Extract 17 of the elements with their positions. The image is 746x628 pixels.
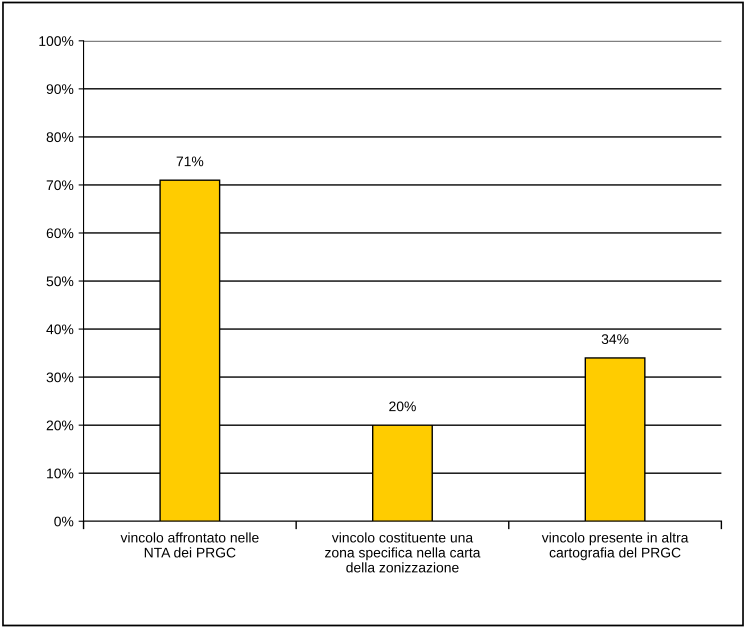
- x-tick-label: vincolo presente in altra cartografia del PRGC: [542, 532, 688, 560]
- data-label: 71%: [176, 156, 204, 166]
- y-tick-label: 50%: [46, 276, 74, 286]
- y-tick-label: 30%: [46, 372, 74, 382]
- y-tick-label: 90%: [46, 84, 74, 94]
- y-tick-label: 10%: [47, 468, 74, 478]
- x-tick-label: vincolo costituente una zona specifica nella carta della zonizzazione: [325, 532, 480, 572]
- y-tick-label: 60%: [46, 228, 74, 238]
- y-tick-label: 0%: [54, 516, 74, 526]
- y-tick-label: 40%: [46, 324, 74, 334]
- y-tick-label: 20%: [46, 420, 74, 430]
- x-tick-label: vincolo affrontato nelle NTA dei PRGC: [120, 532, 259, 558]
- y-tick-label: 100%: [39, 36, 74, 46]
- y-tick-label: 80%: [46, 132, 74, 142]
- data-label: 34%: [602, 334, 628, 344]
- data-label: 20%: [389, 401, 416, 412]
- y-tick-label: 70%: [46, 180, 74, 190]
